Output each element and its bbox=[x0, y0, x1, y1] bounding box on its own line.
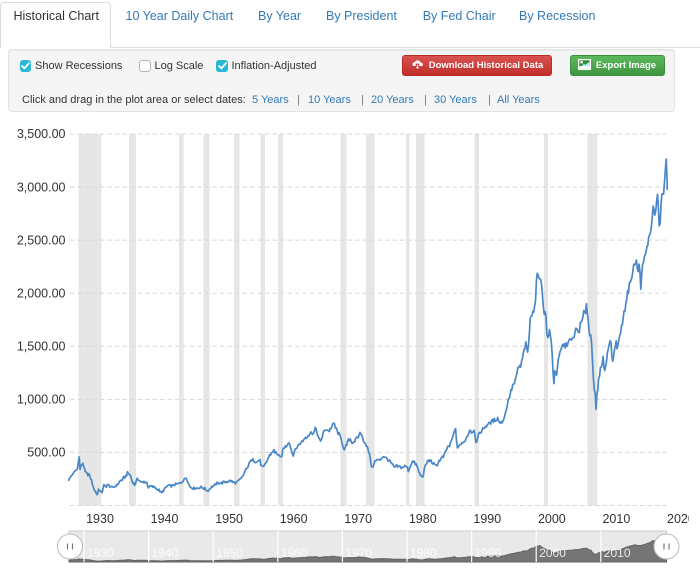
svg-text:2000: 2000 bbox=[538, 512, 566, 526]
svg-text:1990: 1990 bbox=[475, 546, 502, 560]
svg-text:3,500.00: 3,500.00 bbox=[17, 127, 66, 141]
svg-text:2020: 2020 bbox=[667, 512, 695, 526]
svg-text:1950: 1950 bbox=[216, 546, 243, 560]
svg-text:1950: 1950 bbox=[215, 512, 243, 526]
svg-text:1,000.00: 1,000.00 bbox=[17, 393, 66, 407]
svg-text:1930: 1930 bbox=[86, 512, 114, 526]
svg-text:2,000.00: 2,000.00 bbox=[17, 286, 66, 300]
svg-text:1980: 1980 bbox=[409, 512, 437, 526]
svg-text:1980: 1980 bbox=[410, 546, 437, 560]
svg-text:3,000.00: 3,000.00 bbox=[17, 180, 66, 194]
svg-text:500.00: 500.00 bbox=[27, 446, 65, 460]
svg-text:1990: 1990 bbox=[473, 512, 501, 526]
svg-text:1940: 1940 bbox=[152, 546, 179, 560]
svg-text:1960: 1960 bbox=[281, 546, 308, 560]
svg-text:1970: 1970 bbox=[344, 512, 372, 526]
svg-text:2010: 2010 bbox=[604, 546, 631, 560]
svg-text:1960: 1960 bbox=[280, 512, 308, 526]
svg-text:1970: 1970 bbox=[345, 546, 372, 560]
svg-text:2010: 2010 bbox=[602, 512, 630, 526]
svg-text:2000: 2000 bbox=[539, 546, 566, 560]
svg-text:2,500.00: 2,500.00 bbox=[17, 233, 66, 247]
svg-text:1,500.00: 1,500.00 bbox=[17, 340, 66, 354]
svg-text:1940: 1940 bbox=[151, 512, 179, 526]
svg-text:1930: 1930 bbox=[87, 546, 114, 560]
